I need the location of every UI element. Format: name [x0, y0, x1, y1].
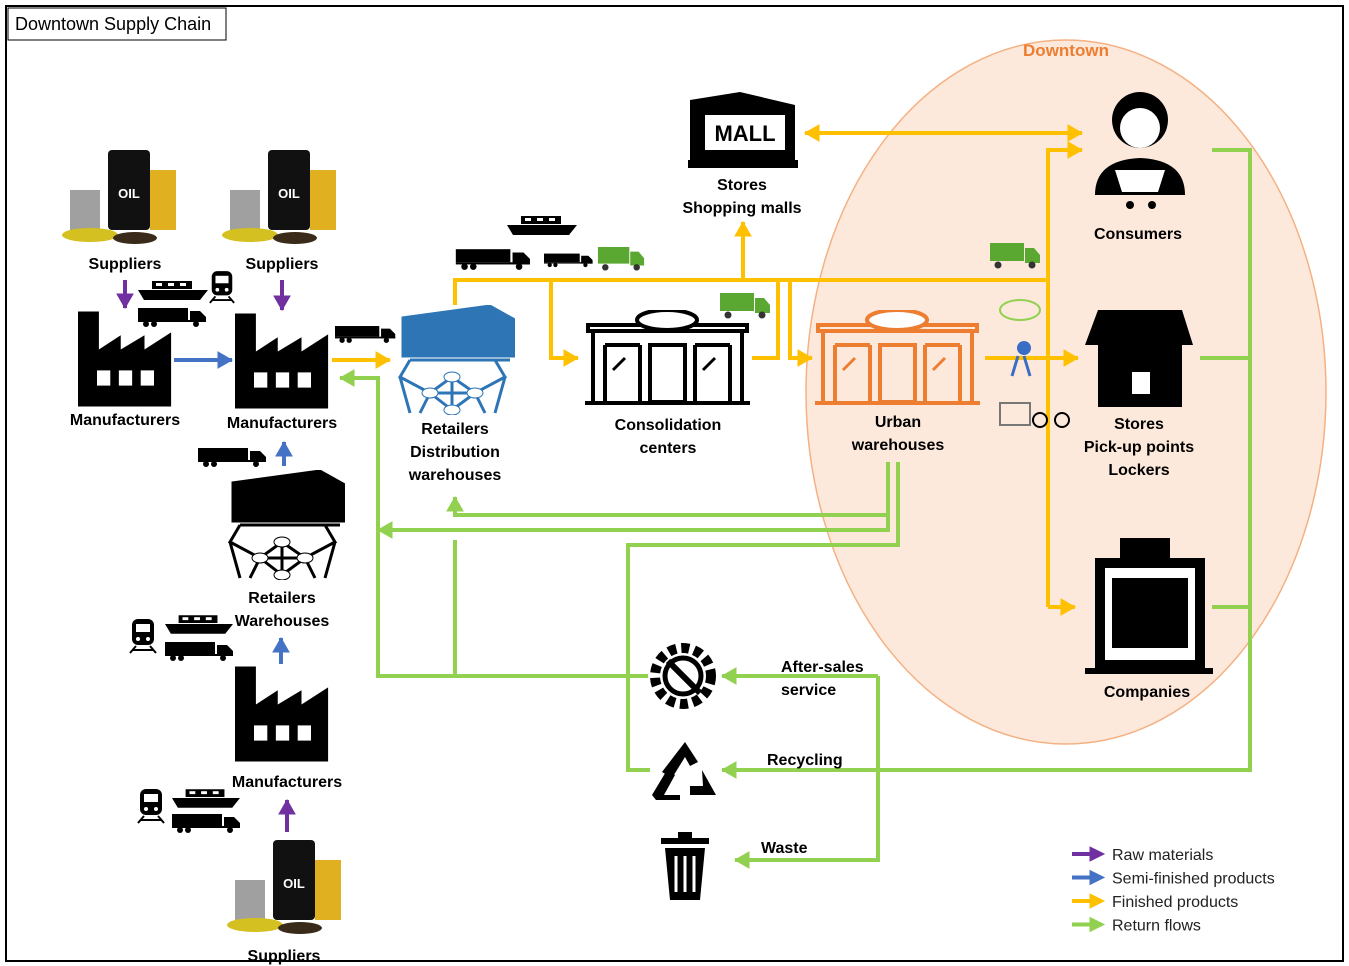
arrow-head: [273, 638, 289, 652]
legend: Raw materials Semi-finished products Finis…: [1072, 847, 1275, 935]
arrow-head: [276, 442, 292, 456]
truck-icon: [172, 814, 240, 833]
supplier-icon: OIL: [222, 150, 336, 244]
truck-icon: [165, 642, 233, 661]
node-label: Distribution: [410, 444, 500, 461]
ship-icon: [165, 615, 233, 633]
node-label: Warehouses: [235, 613, 330, 630]
node-label: Manufacturers: [232, 774, 342, 791]
node-label: centers: [640, 440, 697, 457]
arrow-head: [378, 522, 392, 538]
legend-arrow: [1090, 847, 1104, 861]
arrow-head: [117, 294, 133, 308]
node-label: Urban: [875, 414, 921, 431]
node-label: warehouses: [408, 467, 502, 484]
legend-arrow: [1090, 894, 1104, 908]
mall-icon: MALL: [688, 92, 798, 168]
legend-item: [1072, 847, 1104, 861]
arrow-head: [564, 350, 578, 366]
train-icon: [138, 789, 164, 823]
factory-icon: [235, 314, 328, 409]
oil-text: OIL: [283, 876, 305, 891]
node-label: Stores: [1114, 416, 1164, 433]
node-label: Lockers: [1108, 462, 1169, 479]
arrow-head: [447, 497, 463, 511]
zone-label: Downtown: [1023, 41, 1109, 60]
legend-item: [1072, 871, 1104, 885]
arrow-head: [735, 222, 751, 236]
oil-text: OIL: [118, 186, 140, 201]
green-truck-icon: [720, 293, 770, 319]
ship-icon: [507, 216, 577, 235]
arrow-head: [722, 668, 736, 684]
node-label: Retailers: [421, 421, 489, 438]
arrow-head: [805, 125, 819, 141]
flow-line: [378, 515, 888, 530]
flow-line: [752, 280, 778, 358]
node-label: Consolidation: [615, 417, 722, 434]
trash-icon: [661, 832, 709, 900]
legend-arrow: [1090, 871, 1104, 885]
node-label: warehouses: [851, 437, 945, 454]
green-truck-icon: [598, 247, 644, 271]
company-icon: [1085, 538, 1213, 674]
flow-label: After-sales: [781, 659, 864, 676]
truck-icon: [456, 249, 530, 270]
diagram: Downtown Supply Chain Downtown OIL OIL O…: [0, 0, 1349, 966]
legend-label: Semi-finished products: [1112, 871, 1275, 888]
node-label: Suppliers: [248, 948, 321, 965]
node-label: Companies: [1104, 684, 1190, 701]
ship-icon: [138, 281, 208, 300]
node-label: Shopping malls: [682, 200, 801, 217]
arrow-head: [274, 296, 290, 310]
node-label: Stores: [717, 177, 767, 194]
store-icon: [1085, 310, 1193, 407]
factory-icon: [78, 312, 171, 407]
arrow-head: [735, 852, 749, 868]
train-icon: [130, 619, 156, 653]
factory-icon: [235, 667, 328, 762]
flow-label: Waste: [761, 840, 808, 857]
truck-icon: [138, 308, 206, 327]
node-label: Consumers: [1094, 226, 1182, 243]
ship-icon: [172, 789, 240, 807]
truck-icon: [335, 326, 395, 343]
supplier-icon: OIL: [62, 150, 176, 244]
node-label: Manufacturers: [70, 412, 180, 429]
legend-arrow: [1090, 918, 1104, 932]
legend-label: Raw materials: [1112, 847, 1213, 864]
warehouse-icon: [230, 470, 345, 580]
truck-icon: [544, 254, 593, 268]
node-label: Suppliers: [89, 256, 162, 273]
node-label: Manufacturers: [227, 415, 337, 432]
page: Downtown Supply Chain Downtown OIL OIL O…: [0, 0, 1349, 966]
distribution-warehouse-icon: [400, 305, 515, 415]
arrow-head: [340, 370, 354, 386]
legend-label: Finished products: [1112, 894, 1238, 911]
gear-icon: [655, 648, 711, 704]
arrow-head: [722, 762, 736, 778]
consolidation-icon: [585, 310, 750, 403]
train-icon: [210, 271, 234, 303]
supplier-icon: OIL: [227, 840, 341, 934]
mall-text: MALL: [714, 121, 775, 146]
node-label: Pick-up points: [1084, 439, 1194, 456]
oil-text: OIL: [278, 186, 300, 201]
arrow-head: [279, 800, 295, 814]
arrow-head: [376, 352, 390, 368]
flow-label: service: [781, 682, 836, 699]
flow-label: Recycling: [767, 752, 843, 769]
title: Downtown Supply Chain: [15, 14, 211, 34]
flow-line: [551, 280, 578, 358]
legend-label: Return flows: [1112, 918, 1201, 935]
truck-icon: [198, 448, 266, 467]
node-label: Suppliers: [246, 256, 319, 273]
legend-item: [1072, 894, 1104, 908]
arrow-head: [218, 352, 232, 368]
recycle-icon: [652, 742, 716, 800]
legend-item: [1072, 918, 1104, 932]
node-label: Retailers: [248, 590, 316, 607]
